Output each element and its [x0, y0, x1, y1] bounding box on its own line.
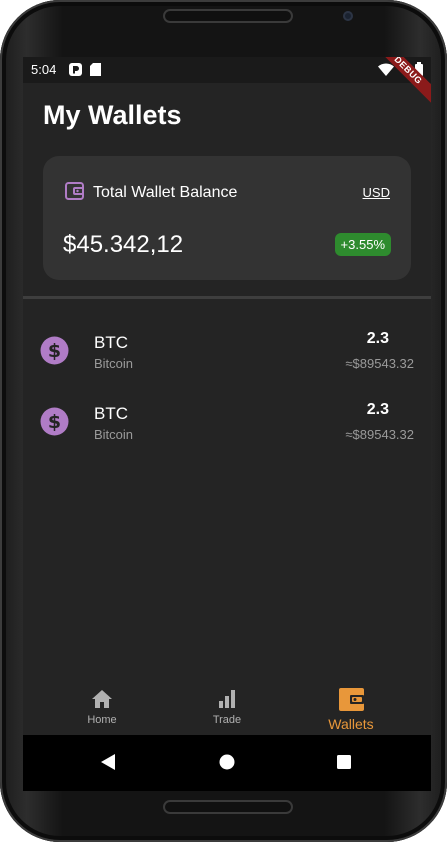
nav-item-trade[interactable]: Trade [159, 681, 295, 735]
bottom-navigation: Home Trade Wallets [23, 681, 431, 735]
svg-text:$: $ [48, 340, 61, 362]
currency-selector[interactable]: USD [362, 185, 390, 200]
home-icon [92, 690, 112, 713]
wallet-icon [65, 182, 84, 205]
nav-label-wallets: Wallets [328, 716, 374, 732]
top-speaker [163, 9, 293, 23]
home-button-icon[interactable] [219, 754, 235, 775]
section-divider [23, 296, 431, 299]
bar-chart-icon [218, 690, 236, 713]
wallet-icon [338, 688, 364, 716]
page-title: My Wallets [43, 100, 182, 130]
wifi-icon [378, 63, 394, 79]
notification-icon [69, 63, 82, 79]
asset-symbol: BTC [94, 333, 128, 352]
nav-label-trade: Trade [212, 714, 242, 726]
app-screen: 5:04 DEBUG My Wallets [23, 57, 431, 791]
asset-amount: 2.3 [366, 401, 389, 418]
dollar-coin-icon: $ [40, 407, 69, 441]
balance-label: Total Wallet Balance [93, 184, 238, 201]
change-badge: +3.55% [334, 233, 391, 256]
system-navigation-bar [23, 735, 431, 791]
back-icon[interactable] [100, 753, 116, 776]
asset-value: ≈$89543.32 [345, 427, 414, 442]
asset-amount: 2.3 [366, 330, 389, 347]
nav-item-wallets[interactable]: Wallets [283, 681, 419, 735]
recents-icon[interactable] [337, 755, 351, 774]
nav-item-home[interactable]: Home [34, 681, 170, 735]
status-bar: 5:04 DEBUG [23, 57, 431, 107]
svg-text:$: $ [48, 411, 61, 433]
nav-label-home: Home [87, 714, 117, 726]
asset-row[interactable]: $ BTC Bitcoin 2.3 ≈$89543.32 [23, 330, 431, 390]
asset-value: ≈$89543.32 [345, 356, 414, 371]
asset-symbol: BTC [94, 404, 128, 423]
dollar-coin-icon: $ [40, 336, 69, 370]
asset-name: Bitcoin [94, 356, 134, 371]
front-camera [343, 11, 353, 21]
total-balance-card[interactable]: Total Wallet Balance USD $45.342,12 +3.5… [43, 156, 411, 280]
status-time: 5:04 [31, 62, 57, 77]
balance-amount: $45.342,12 [63, 231, 184, 258]
sd-card-icon [90, 63, 101, 79]
asset-row[interactable]: $ BTC Bitcoin 2.3 ≈$89543.32 [23, 401, 431, 461]
asset-name: Bitcoin [94, 427, 134, 442]
bottom-speaker [163, 800, 293, 814]
